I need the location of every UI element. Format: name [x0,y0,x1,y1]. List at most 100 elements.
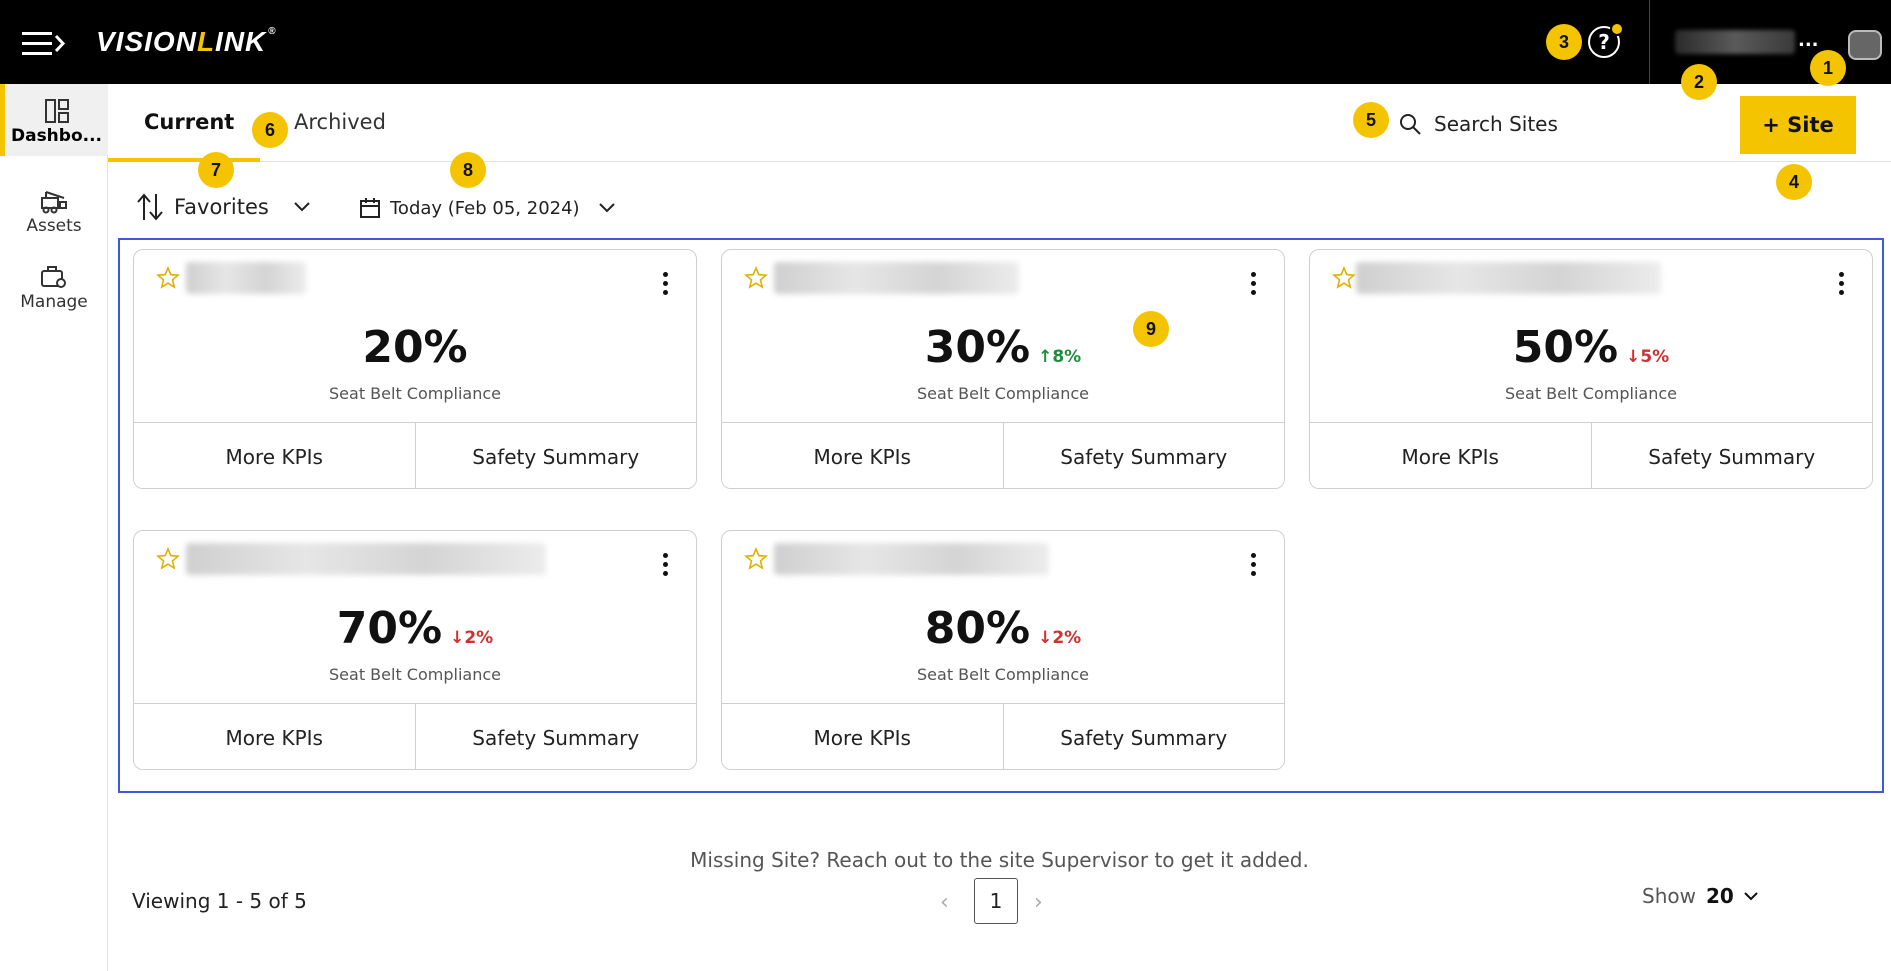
kpi-label: Seat Belt Compliance [917,384,1089,403]
favorite-star-icon[interactable] [1332,266,1356,290]
site-name-redacted [186,262,306,294]
sidebar-item-dashboard[interactable]: Dashbo... [0,84,108,156]
site-card[interactable]: 50% ↓5% Seat Belt Compliance More KPIs Sa… [1309,249,1873,489]
trend-up-indicator: ↑8% [1038,347,1082,367]
search-box [1398,108,1678,140]
viewing-count: Viewing 1 - 5 of 5 [132,889,307,913]
favorite-star-icon[interactable] [744,266,768,290]
manage-icon [41,266,66,288]
site-name-redacted [1356,262,1661,294]
more-options-icon[interactable] [1248,272,1258,302]
kpi-value: 30% [924,322,1031,373]
notification-dot [1610,22,1624,36]
callout-marker: 4 [1776,164,1812,200]
search-icon [1400,114,1421,135]
more-options-icon[interactable] [660,553,670,583]
safety-summary-button[interactable]: Safety Summary [1002,704,1284,769]
more-kpis-button[interactable]: More KPIs [134,423,415,488]
favorite-star-icon[interactable] [156,266,180,290]
active-tab-indicator [108,158,260,162]
card-actions: More KPIs Safety Summary [1310,422,1872,488]
more-options-icon[interactable] [1248,553,1258,583]
missing-site-message: Missing Site? Reach out to the site Supe… [690,848,1309,872]
kpi-value: 70% [336,603,443,654]
more-kpis-button[interactable]: More KPIs [134,704,415,769]
date-filter[interactable]: Today (Feb 05, 2024) [360,193,616,223]
kpi-block: 30% ↑8% [722,322,1284,373]
more-options-icon[interactable] [1836,272,1846,302]
safety-summary-button[interactable]: Safety Summary [414,704,696,769]
dashboard-icon [44,99,69,123]
sidebar-item-manage[interactable]: Manage [0,250,108,322]
site-card[interactable]: 30% ↑8% Seat Belt Compliance More KPIs Sa… [721,249,1285,489]
page-size-selector[interactable]: Show 20 [1642,884,1758,908]
kpi-value: 80% [924,603,1031,654]
kpi-block: 50% ↓5% [1310,322,1872,373]
sidebar: Dashbo... Assets Manage [0,84,108,971]
more-kpis-button[interactable]: More KPIs [722,423,1003,488]
kpi-label: Seat Belt Compliance [1505,384,1677,403]
kpi-block: 70% ↓2% [134,603,696,654]
safety-summary-button[interactable]: Safety Summary [414,423,696,488]
callout-marker: 6 [252,112,288,148]
trend-down-indicator: ↓5% [1626,347,1670,367]
more-options-icon[interactable] [660,272,670,302]
tab-current[interactable]: Current [144,110,235,134]
callout-marker: 2 [1681,64,1717,100]
calendar-icon [360,198,380,218]
chevron-left-icon[interactable]: ‹ [940,890,949,915]
chevron-right-icon[interactable]: › [1034,890,1043,915]
sidebar-item-assets[interactable]: Assets [0,174,108,246]
assets-icon [41,191,67,214]
site-name-redacted [774,262,1019,294]
more-kpis-button[interactable]: More KPIs [1310,423,1591,488]
site-card[interactable]: 80% ↓2% Seat Belt Compliance More KPIs Sa… [721,530,1285,770]
kpi-label: Seat Belt Compliance [329,665,501,684]
show-label: Show [1642,884,1696,908]
page-number[interactable]: 1 [974,878,1018,924]
site-name-redacted [774,543,1049,575]
sidebar-item-label: Dashbo... [10,126,103,146]
more-kpis-button[interactable]: More KPIs [722,704,1003,769]
site-card[interactable]: 20% Seat Belt Compliance More KPIs Safet… [133,249,697,489]
chevron-down-icon [598,203,615,213]
sort-label: Favorites [174,195,269,219]
kpi-label: Seat Belt Compliance [917,665,1089,684]
sort-icon [137,193,163,221]
chevron-down-icon [1744,892,1758,901]
kpi-label: Seat Belt Compliance [329,384,501,403]
tabs-row: Current Archived + Site [108,84,1891,162]
callout-marker: 5 [1353,102,1389,138]
menu-toggle-icon[interactable] [22,30,68,58]
sort-filter[interactable]: Favorites [136,190,311,224]
search-input[interactable] [1434,108,1654,140]
callout-marker: 8 [450,152,486,188]
tab-archived[interactable]: Archived [294,110,386,134]
site-card[interactable]: 70% ↓2% Seat Belt Compliance More KPIs Sa… [133,530,697,770]
favorite-star-icon[interactable] [156,547,180,571]
callout-marker: 7 [198,152,234,188]
help-icon[interactable]: ? [1588,22,1624,58]
add-site-button[interactable]: + Site [1740,96,1856,154]
avatar[interactable] [1848,30,1882,60]
safety-summary-button[interactable]: Safety Summary [1002,423,1284,488]
header-divider [1649,0,1650,84]
trend-down-indicator: ↓2% [450,628,494,648]
callout-marker: 3 [1546,24,1582,60]
sidebar-item-label: Manage [20,292,88,312]
sidebar-item-label: Assets [26,216,82,236]
card-actions: More KPIs Safety Summary [722,422,1284,488]
date-label: Today (Feb 05, 2024) [390,197,580,219]
account-name-redacted[interactable] [1675,30,1795,54]
callout-marker: 9 [1133,311,1169,347]
kpi-block: 20% [134,322,696,373]
card-actions: More KPIs Safety Summary [134,703,696,769]
account-ellipsis: ... [1798,30,1819,51]
page-size-value[interactable]: 20 [1705,884,1734,908]
kpi-block: 80% ↓2% [722,603,1284,654]
favorite-star-icon[interactable] [744,547,768,571]
chevron-down-icon [294,202,310,212]
visionlink-logo[interactable]: VISIONLINK ® [96,26,277,57]
safety-summary-button[interactable]: Safety Summary [1590,423,1872,488]
callout-marker: 1 [1810,50,1846,86]
